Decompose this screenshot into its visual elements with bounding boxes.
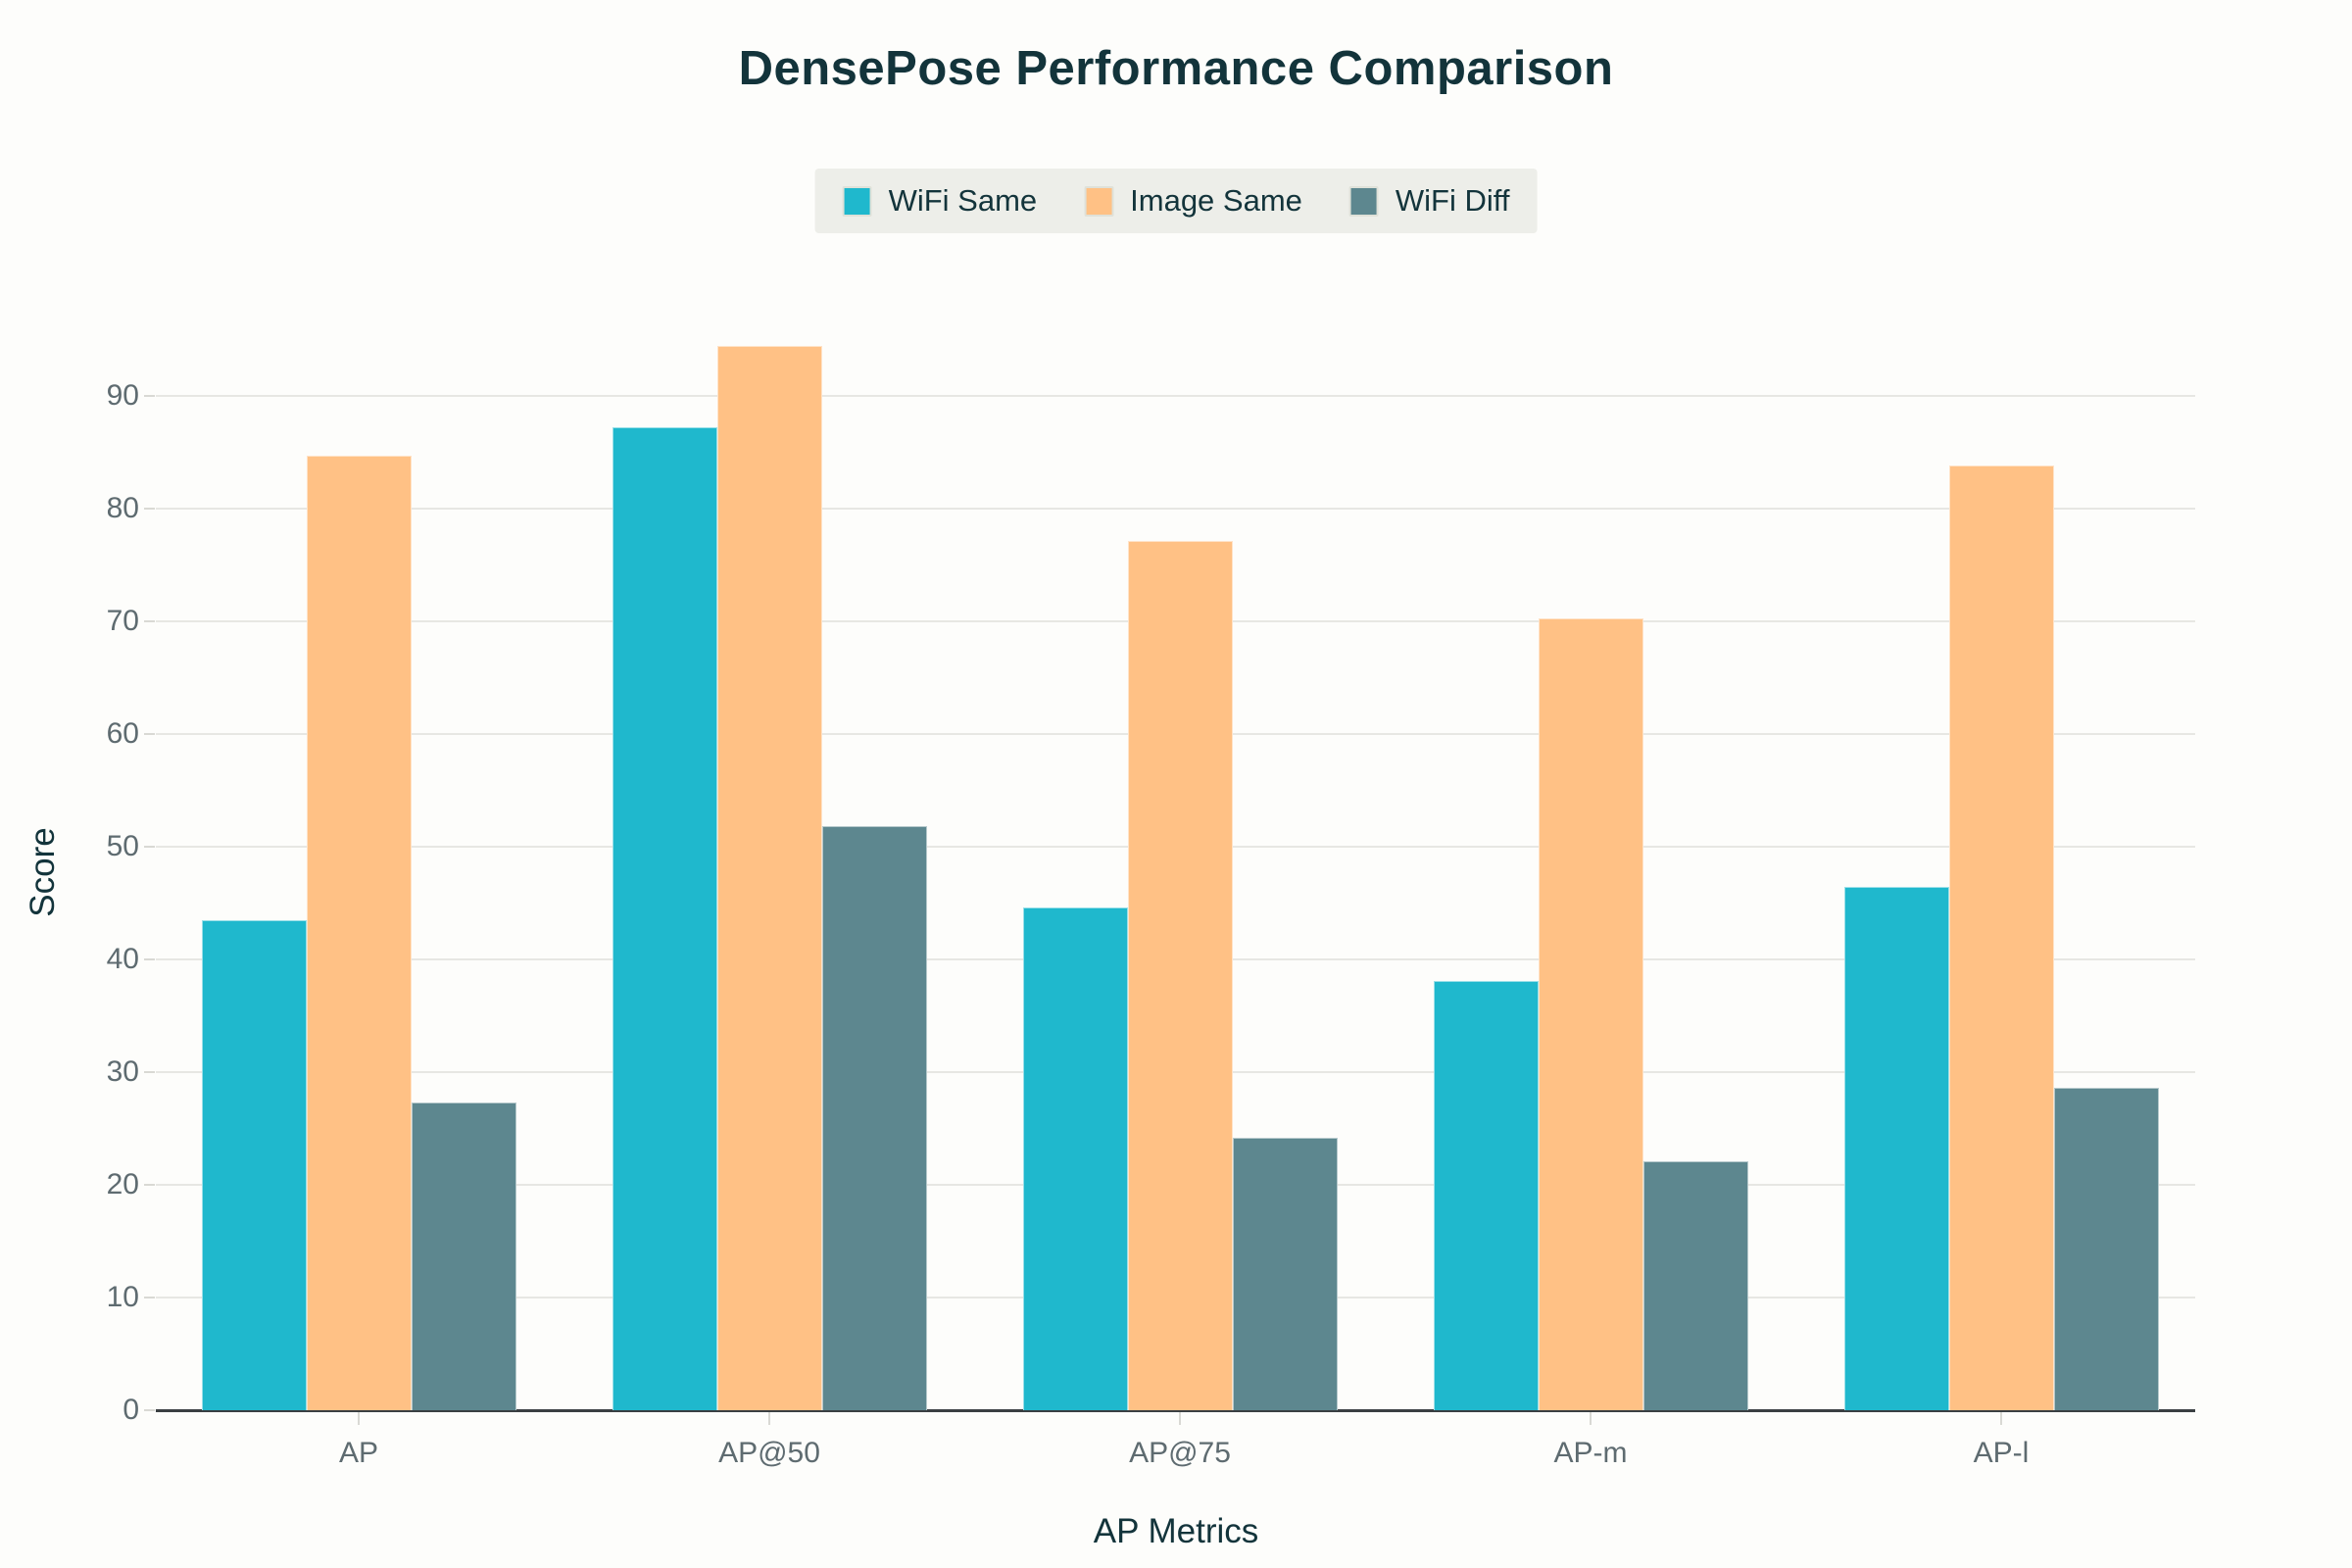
legend-label: WiFi Diff xyxy=(1395,183,1510,218)
y-tick-mark xyxy=(144,395,155,397)
bar-wifi-diff-ap-l xyxy=(2053,1088,2159,1410)
x-axis-title: AP Metrics xyxy=(1093,1512,1259,1550)
x-tick-label: AP-l xyxy=(1973,1437,2030,1469)
y-tick-label: 60 xyxy=(106,717,139,750)
y-tick-mark xyxy=(144,620,155,622)
bar-wifi-diff-ap xyxy=(411,1102,516,1410)
y-tick-mark xyxy=(144,958,155,960)
y-tick-mark xyxy=(144,1071,155,1073)
y-tick-label: 20 xyxy=(106,1168,139,1200)
bar-image-same-ap-l xyxy=(1948,466,2054,1410)
y-tick-mark xyxy=(144,733,155,735)
chart-title: DensePose Performance Comparison xyxy=(738,42,1614,95)
bar-wifi-diff-ap@75 xyxy=(1232,1138,1338,1410)
x-tick-mark xyxy=(1179,1412,1181,1425)
y-tick-label: 70 xyxy=(106,605,139,637)
x-tick-label: AP@50 xyxy=(718,1437,820,1469)
y-tick-label: 0 xyxy=(122,1394,139,1426)
bar-wifi-same-ap xyxy=(201,920,307,1410)
y-tick-mark xyxy=(144,1184,155,1186)
y-tick-label: 10 xyxy=(106,1281,139,1313)
legend-item-wifi-same: WiFi Same xyxy=(842,183,1038,219)
legend-swatch-icon xyxy=(1084,185,1114,217)
plot-area xyxy=(156,343,2195,1412)
x-tick-mark xyxy=(1590,1412,1592,1425)
x-tick-label: AP@75 xyxy=(1129,1437,1231,1469)
legend-swatch-icon xyxy=(842,185,872,217)
y-axis-title: Score xyxy=(24,827,62,917)
y-tick-label: 90 xyxy=(106,379,139,412)
bar-image-same-ap-m xyxy=(1538,618,1643,1410)
x-tick-mark xyxy=(2000,1412,2002,1425)
y-tick-mark xyxy=(144,846,155,848)
x-tick-mark xyxy=(768,1412,770,1425)
bar-wifi-same-ap-l xyxy=(1843,887,1949,1410)
x-tick-label: AP-m xyxy=(1553,1437,1628,1469)
legend-item-image-same: Image Same xyxy=(1084,183,1302,219)
bar-image-same-ap@50 xyxy=(716,346,822,1410)
y-tick-label: 40 xyxy=(106,943,139,975)
legend-label: WiFi Same xyxy=(888,183,1038,218)
legend-label: Image Same xyxy=(1130,183,1302,218)
bar-wifi-diff-ap-m xyxy=(1642,1161,1748,1410)
gridline-y-90 xyxy=(156,395,2195,397)
x-tick-mark xyxy=(358,1412,360,1425)
legend: WiFi Same Image Same WiFi Diff xyxy=(814,169,1538,233)
x-axis-line xyxy=(156,1409,2195,1412)
bar-image-same-ap xyxy=(306,456,412,1410)
bar-image-same-ap@75 xyxy=(1127,541,1233,1410)
y-tick-mark xyxy=(144,508,155,510)
y-tick-label: 30 xyxy=(106,1055,139,1088)
bar-wifi-same-ap-m xyxy=(1433,981,1539,1410)
y-tick-mark xyxy=(144,1409,155,1411)
y-tick-label: 80 xyxy=(106,492,139,524)
bar-wifi-same-ap@50 xyxy=(612,427,717,1410)
bar-wifi-same-ap@75 xyxy=(1022,907,1128,1410)
x-tick-label: AP xyxy=(338,1437,379,1469)
legend-swatch-icon xyxy=(1348,185,1379,217)
y-tick-label: 50 xyxy=(106,830,139,862)
y-tick-mark xyxy=(144,1297,155,1298)
bar-wifi-diff-ap@50 xyxy=(821,826,927,1410)
gridline-y-80 xyxy=(156,508,2195,510)
legend-item-wifi-diff: WiFi Diff xyxy=(1348,183,1510,219)
